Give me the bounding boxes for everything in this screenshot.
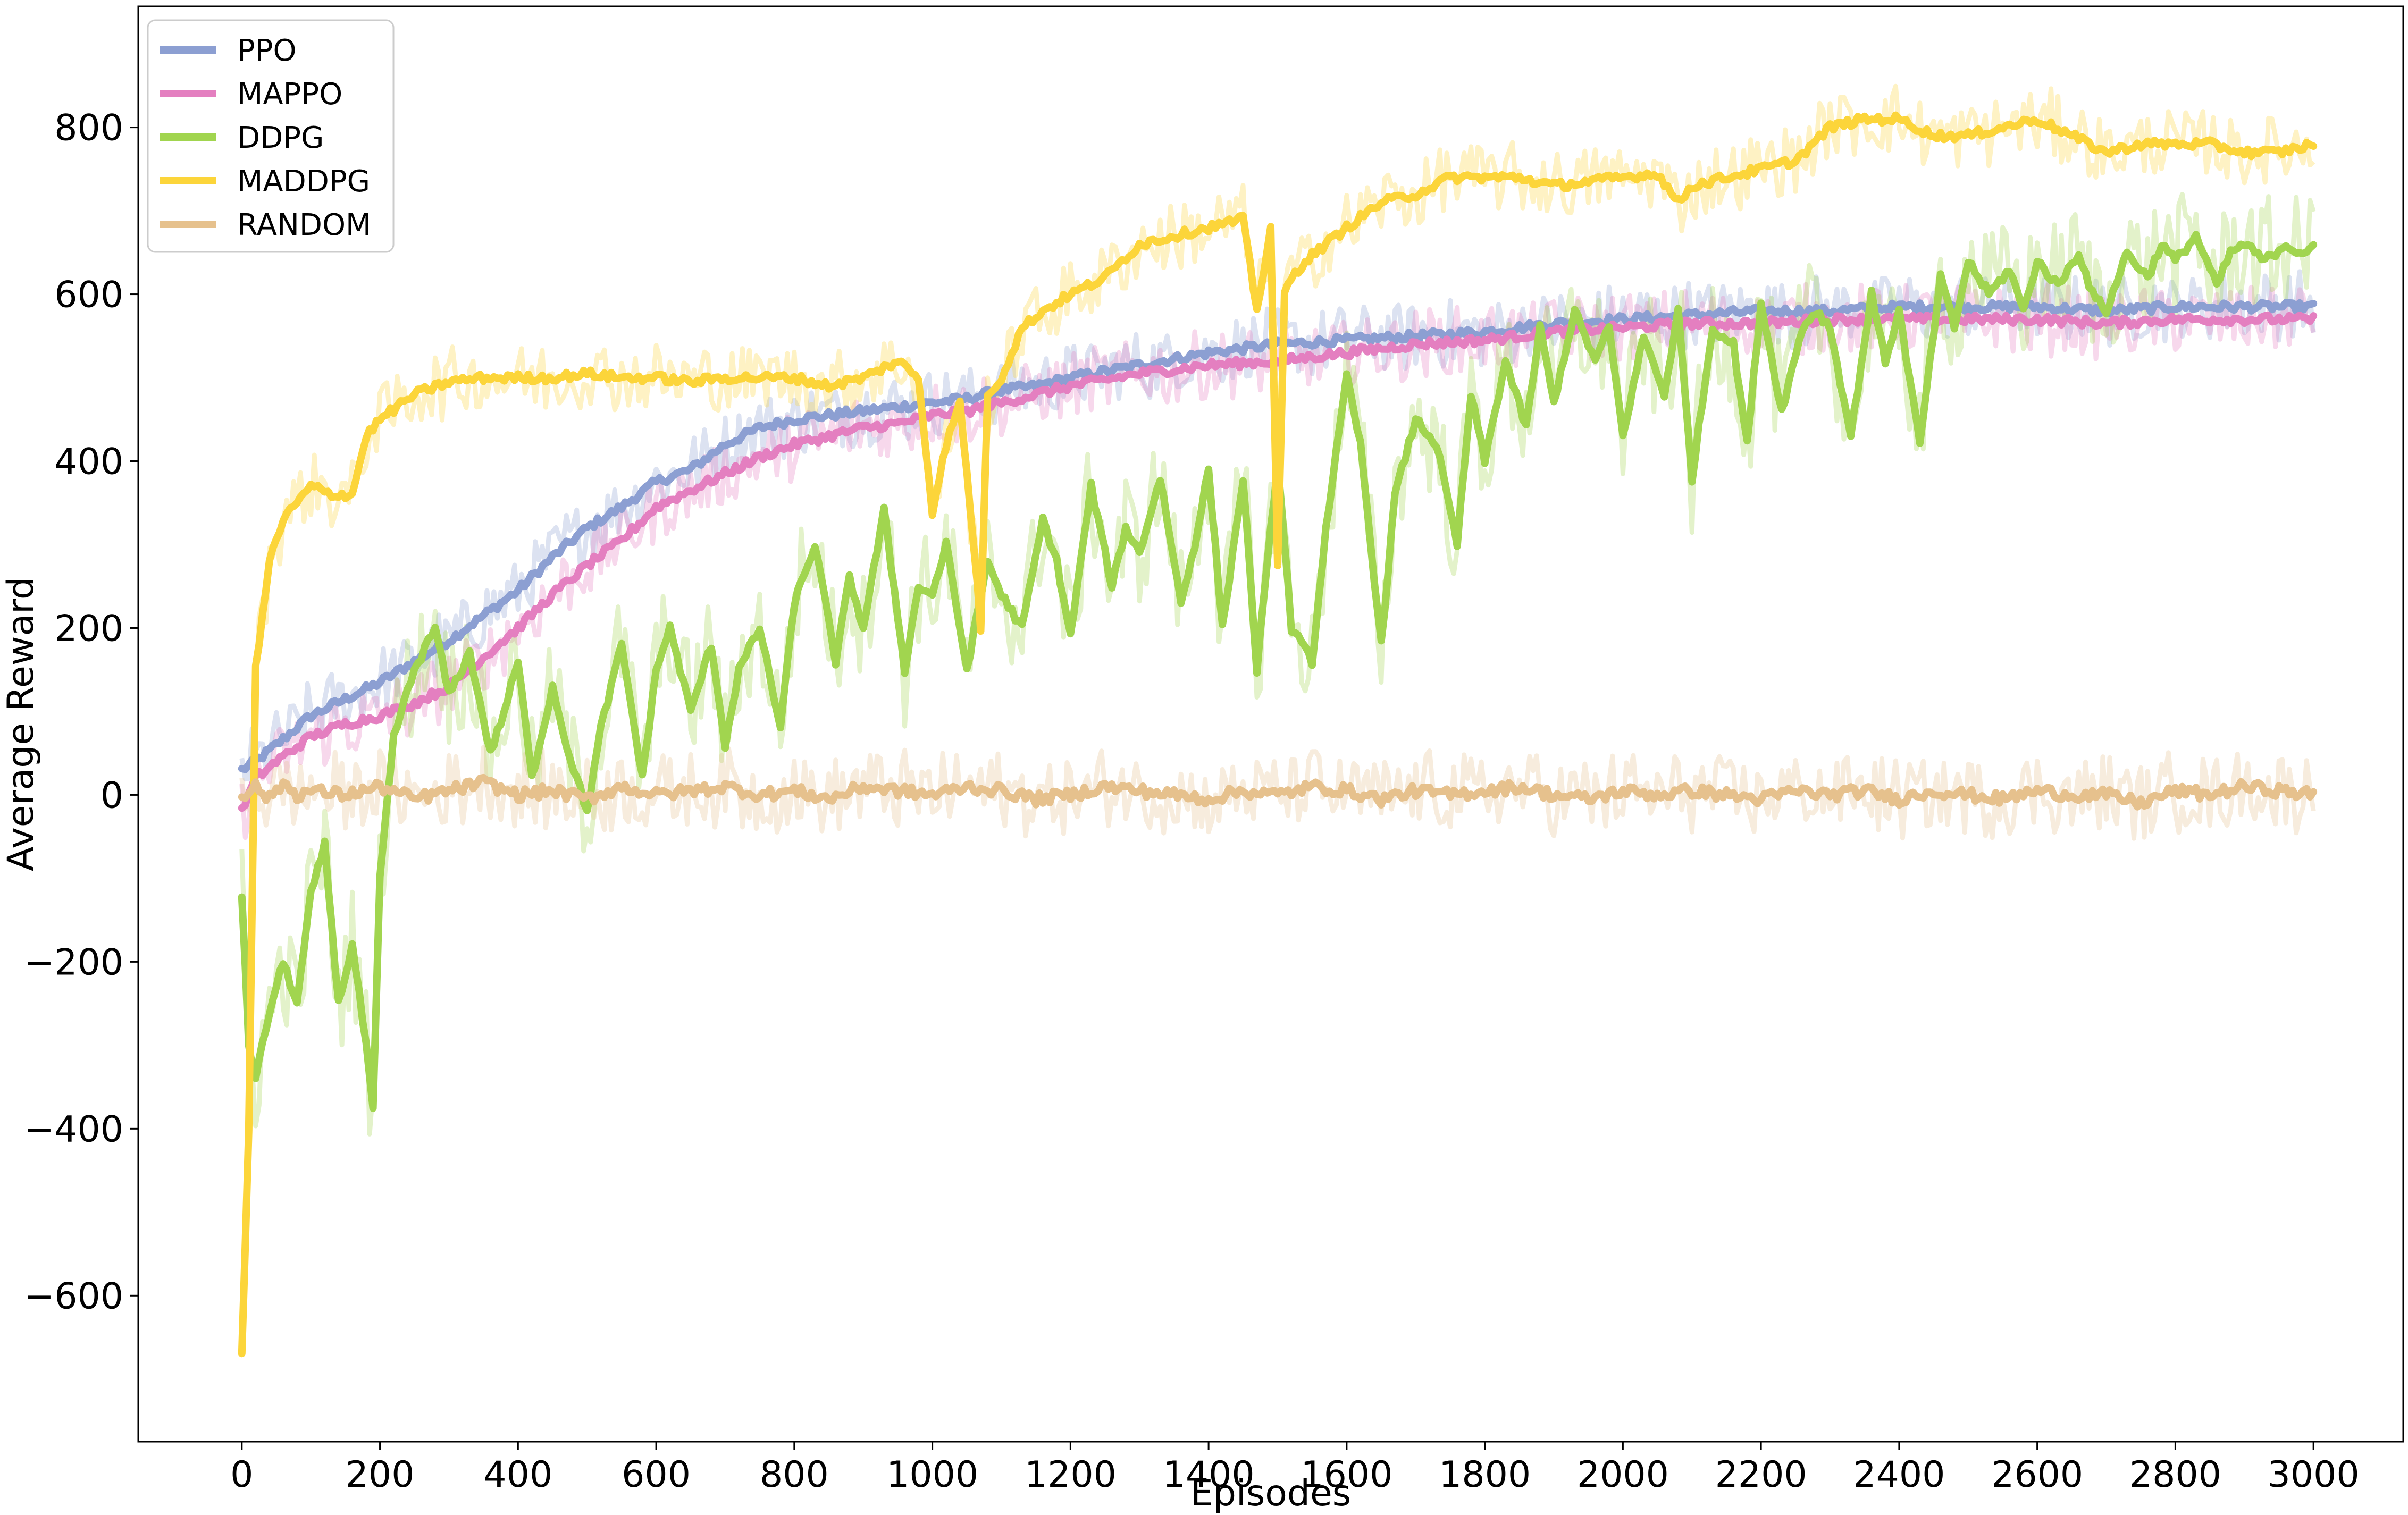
x-tick-label: 1800 bbox=[1439, 1454, 1531, 1496]
x-tick-label: 2800 bbox=[2129, 1454, 2221, 1496]
series-line-ppo bbox=[238, 299, 2318, 773]
y-axis-ticks: −600 −400 −200 0 200 400 600 800 bbox=[24, 107, 138, 1317]
legend: PPO MAPPO DDPG MADDPG RANDOM bbox=[147, 19, 395, 253]
x-tick-label: 2200 bbox=[1715, 1454, 1807, 1496]
y-tick-label: −400 bbox=[24, 1108, 123, 1150]
legend-label-random: RANDOM bbox=[237, 208, 371, 242]
legend-label-mappo: MAPPO bbox=[237, 77, 342, 112]
x-tick-label: 2600 bbox=[1991, 1454, 2083, 1496]
series-line-maddpg bbox=[238, 111, 2318, 1358]
series-lines bbox=[238, 111, 2318, 1358]
plot-frame bbox=[137, 5, 2404, 1443]
x-tick-label: 1200 bbox=[1025, 1454, 1117, 1496]
x-tick-label: 400 bbox=[483, 1454, 552, 1496]
x-tick-label: 600 bbox=[622, 1454, 691, 1496]
x-axis-ticks: 0 200 400 600 800 1000 1200 1400 1600 1800 2000 220… bbox=[230, 1442, 2360, 1496]
legend-label-maddpg: MADDPG bbox=[237, 164, 370, 199]
y-tick-label: 600 bbox=[54, 274, 123, 316]
x-axis-label: Episodes bbox=[1190, 1472, 1351, 1514]
y-tick-label: −200 bbox=[24, 941, 123, 983]
x-tick-label: 800 bbox=[760, 1454, 829, 1496]
x-tick-label: 200 bbox=[346, 1454, 415, 1496]
legend-label-ddpg: DDPG bbox=[237, 121, 324, 155]
legend-label-ppo: PPO bbox=[237, 33, 297, 68]
y-tick-label: 800 bbox=[54, 107, 123, 149]
legend-box bbox=[147, 19, 395, 253]
x-tick-label: 1400 bbox=[1163, 1454, 1255, 1496]
x-tick-label: 0 bbox=[230, 1454, 253, 1496]
x-tick-label: 2400 bbox=[1853, 1454, 1945, 1496]
y-axis-label: Average Reward bbox=[0, 577, 42, 871]
x-tick-label: 1000 bbox=[886, 1454, 978, 1496]
y-tick-label: 400 bbox=[54, 441, 123, 483]
x-tick-label: 3000 bbox=[2268, 1454, 2360, 1496]
x-tick-label: 1600 bbox=[1301, 1454, 1392, 1496]
y-tick-label: 0 bbox=[100, 775, 123, 817]
series-line-mappo bbox=[238, 312, 2318, 812]
y-tick-label: −600 bbox=[24, 1275, 123, 1317]
series-line-random bbox=[238, 773, 2318, 811]
x-tick-label: 2000 bbox=[1577, 1454, 1669, 1496]
y-tick-label: 200 bbox=[54, 608, 123, 650]
